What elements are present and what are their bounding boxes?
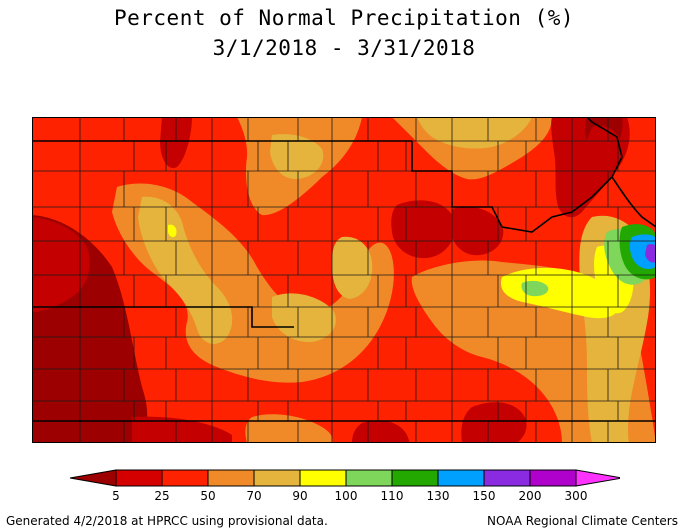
legend-swatch [529, 469, 577, 487]
legend-swatch [299, 469, 347, 487]
legend-tick-label: 70 [246, 489, 261, 503]
legend-swatch [483, 469, 531, 487]
precip-region-dark [160, 117, 192, 168]
precip-region-green [521, 280, 549, 297]
legend-tick-label: 25 [154, 489, 169, 503]
precip-region-dark [132, 416, 232, 443]
state-boundary [611, 176, 656, 228]
legend-swatch [437, 469, 485, 487]
precip-region-yellow [168, 224, 177, 238]
legend-swatch [161, 469, 209, 487]
precip-region-dark [391, 200, 456, 259]
legend-swatch [345, 469, 393, 487]
legend-tick-label: 110 [381, 489, 404, 503]
map-title: Percent of Normal Precipitation (%) [113, 6, 574, 30]
precipitation-map [32, 117, 656, 443]
precip-region-tan [270, 134, 324, 180]
map-subtitle-date-range: 3/1/2018 - 3/31/2018 [212, 36, 476, 60]
footer-attribution: NOAA Regional Climate Centers [487, 514, 678, 528]
legend-swatch [115, 469, 163, 487]
legend-tick-label: 100 [335, 489, 358, 503]
county-boundaries [32, 117, 656, 443]
legend-tick-label: 150 [473, 489, 496, 503]
precip-region-dark [586, 125, 622, 170]
legend-swatch [391, 469, 439, 487]
legend-arrow-low [69, 469, 117, 487]
state-boundary [411, 117, 623, 233]
state-boundary [212, 306, 294, 328]
legend-arrow-high [575, 469, 620, 487]
legend-tick-label: 5 [112, 489, 120, 503]
legend-swatch [253, 469, 301, 487]
footer-generated-note: Generated 4/2/2018 at HPRCC using provis… [6, 514, 328, 528]
legend-tick-label: 130 [427, 489, 450, 503]
precip-region-dark [352, 420, 410, 443]
precip-region-dark [461, 402, 527, 443]
precip-region-dark [450, 206, 504, 256]
precip-region-darker [32, 376, 129, 443]
legend-tick-label: 300 [565, 489, 588, 503]
precip-region-tan [332, 236, 373, 299]
legend-swatch [207, 469, 255, 487]
legend-tick-label: 90 [292, 489, 307, 503]
map-frame [32, 117, 656, 443]
precip-region-purple [645, 244, 656, 263]
precip-region-yellow [500, 267, 618, 319]
legend-tick-label: 50 [200, 489, 215, 503]
legend-tick-label: 200 [519, 489, 542, 503]
color-legend: 5 25 50 70 90 100 110 130 150 200 300 [69, 469, 620, 503]
